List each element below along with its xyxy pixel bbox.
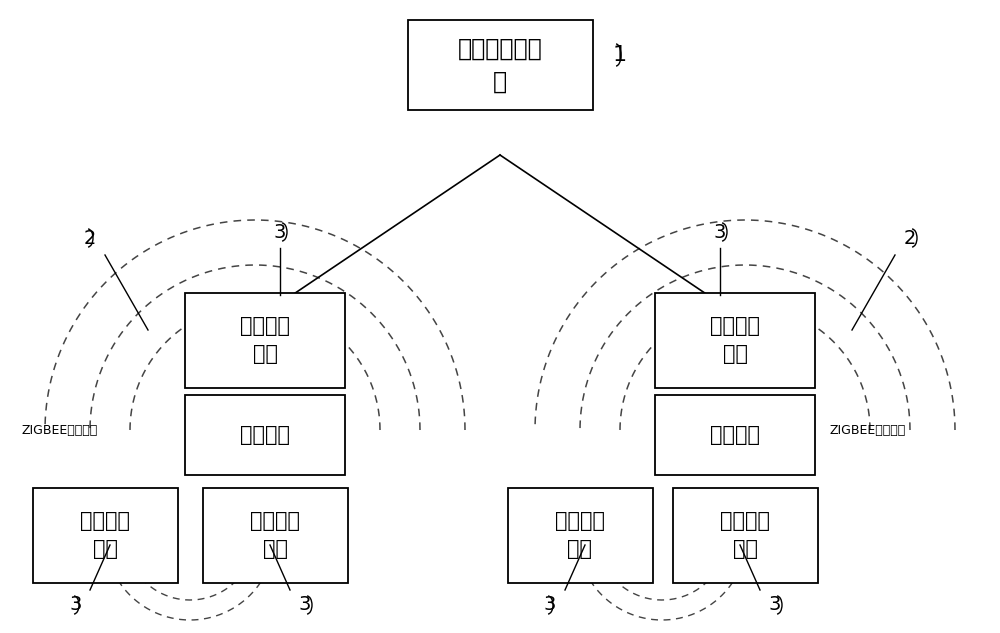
Bar — [202, 487, 348, 582]
Text: 2: 2 — [904, 229, 916, 248]
Text: 2: 2 — [84, 229, 96, 248]
Text: 定位监测
节点: 定位监测 节点 — [250, 511, 300, 559]
Bar — [185, 395, 345, 475]
Text: 1: 1 — [613, 45, 627, 65]
Text: 定位监测
节点: 定位监测 节点 — [720, 511, 770, 559]
Text: 3: 3 — [544, 596, 556, 615]
Text: 3: 3 — [714, 223, 726, 242]
Bar — [655, 292, 815, 387]
Text: ZIGBEE无线网络: ZIGBEE无线网络 — [22, 423, 98, 437]
Bar — [185, 292, 345, 387]
Text: 定位监测
节点: 定位监测 节点 — [710, 316, 760, 364]
Text: 定位监测
节点: 定位监测 节点 — [80, 511, 130, 559]
Text: 基站节点: 基站节点 — [240, 425, 290, 445]
Bar — [32, 487, 178, 582]
Text: ZIGBEE无线网络: ZIGBEE无线网络 — [830, 423, 906, 437]
Text: 3: 3 — [769, 596, 781, 615]
Text: 3: 3 — [70, 596, 82, 615]
Text: 3: 3 — [274, 223, 286, 242]
Text: 基站节点: 基站节点 — [710, 425, 760, 445]
Bar — [408, 20, 592, 110]
Text: 3: 3 — [299, 596, 311, 615]
Text: 综合处理服务
器: 综合处理服务 器 — [458, 36, 542, 94]
Text: 定位监测
节点: 定位监测 节点 — [555, 511, 605, 559]
Text: 定位监测
节点: 定位监测 节点 — [240, 316, 290, 364]
Bar — [672, 487, 818, 582]
Bar — [508, 487, 652, 582]
Bar — [655, 395, 815, 475]
